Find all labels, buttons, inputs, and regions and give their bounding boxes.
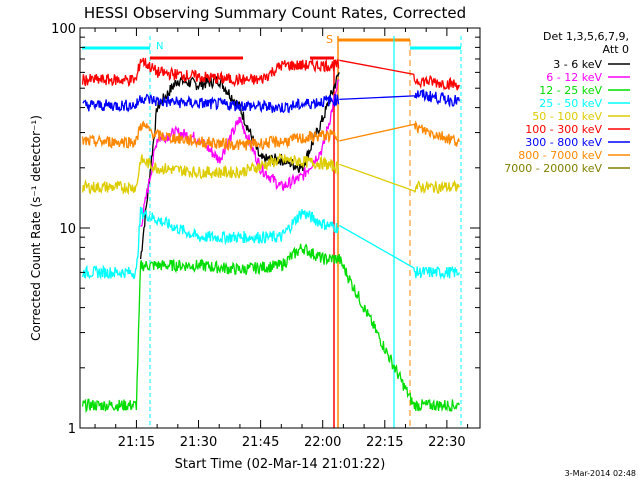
legend-label-7000-20000-kev: 7000 - 20000 keV (504, 162, 602, 175)
chart-title: HESSI Observing Summary Count Rates, Cor… (84, 4, 466, 22)
timestamp-label: 3-Mar-2014 02:48 (565, 469, 636, 478)
x-tick-label: 21:15 (118, 435, 155, 450)
x-axis-label: Start Time (02-Mar-14 21:01:22) (175, 457, 386, 472)
x-tick-label: 22:30 (428, 435, 465, 450)
legend-header-line-2: Att 0 (603, 43, 629, 56)
x-tick-label: 21:45 (242, 435, 279, 450)
y-tick-label: 100 (51, 22, 76, 37)
series-line-12-25-kev (81, 243, 460, 413)
x-tick-label: 22:15 (366, 435, 403, 450)
series-line-800-7000-kev (81, 120, 460, 152)
legend-label-100-300-kev: 100 - 300 keV (525, 123, 602, 136)
legend-label-12-25-kev: 12 - 25 keV (539, 84, 602, 97)
night-annotation-label: N (156, 41, 163, 52)
x-tick-label: 22:00 (304, 435, 341, 450)
series-line-25-50-kev (81, 206, 460, 281)
legend-label-6-12-kev: 6 - 12 keV (546, 71, 602, 84)
x-tick-label: 21:30 (180, 435, 217, 450)
legend-label-800-7000-kev: 800 - 7000 keV (518, 149, 602, 162)
y-tick-label: 1 (68, 422, 76, 437)
series-line-100-300-kev (81, 57, 460, 91)
saa-annotation-label: S (326, 33, 333, 46)
legend-label-300-800-kev: 300 - 800 keV (525, 136, 602, 149)
legend-label-50-100-kev: 50 - 100 keV (532, 110, 602, 123)
series-line-300-800-kev (82, 89, 460, 114)
plot-frame (79, 27, 481, 429)
legend-label-3-6-kev: 3 - 6 keV (553, 58, 602, 71)
y-axis-label: Corrected Count Rate (s⁻¹ detector⁻¹) (29, 115, 43, 341)
legend-label-25-50-kev: 25 - 50 keV (539, 97, 602, 110)
legend-header-line-1: Det 1,3,5,6,7,9, (543, 30, 629, 43)
y-tick-label: 10 (59, 222, 76, 237)
series-line-50-100-kev (81, 152, 460, 196)
